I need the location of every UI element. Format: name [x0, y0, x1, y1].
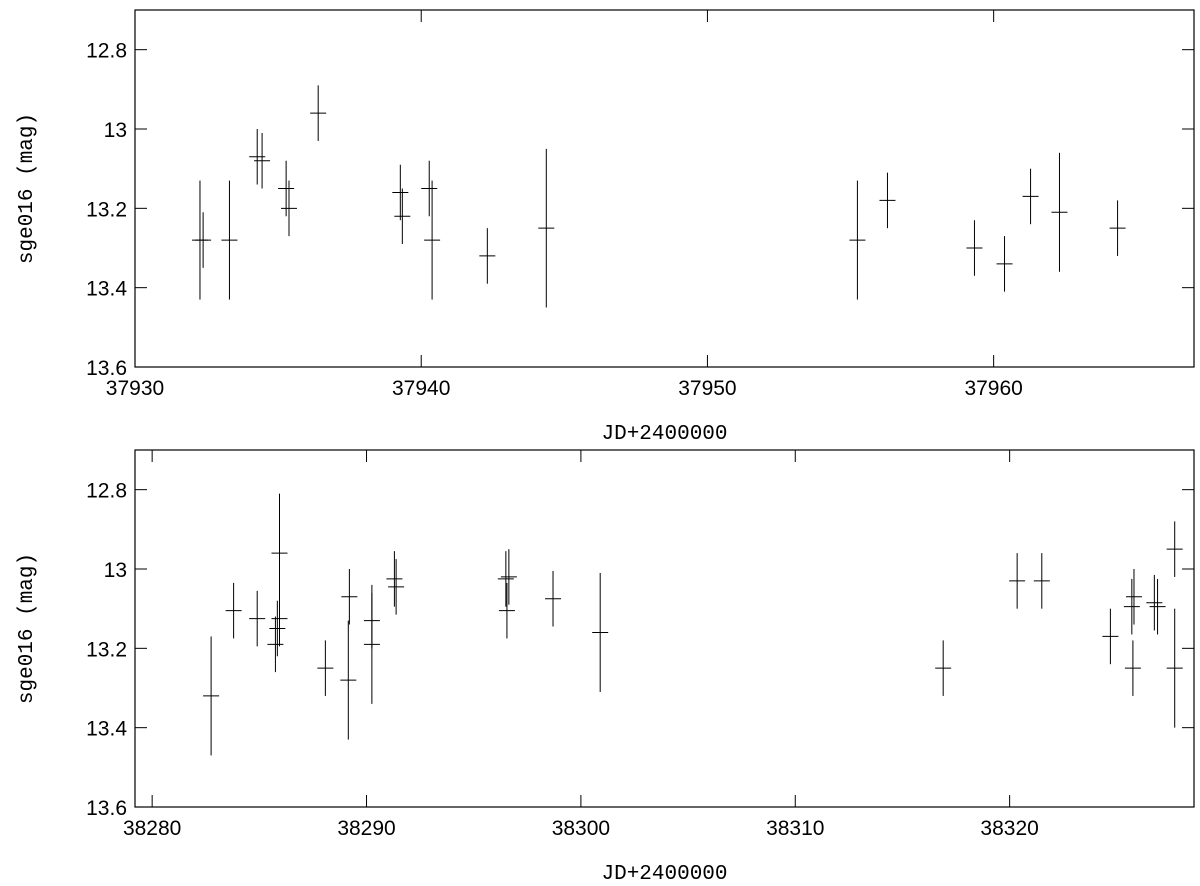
- x-tick-label: 37930: [106, 377, 164, 400]
- x-tick-label: 37960: [964, 377, 1022, 400]
- y-tick-label: 13.2: [86, 198, 127, 221]
- y-tick-label: 13: [104, 119, 127, 142]
- plot-frame: [134, 449, 1195, 808]
- y-axis-label: sge016 (mag): [16, 113, 39, 264]
- x-axis-label: JD+2400000: [601, 863, 727, 881]
- y-tick-label: 13: [104, 559, 127, 582]
- x-tick-label: 37940: [392, 377, 450, 400]
- y-tick-label: 13.6: [86, 797, 127, 820]
- x-tick-label: 38300: [552, 817, 610, 840]
- y-tick-label: 13.4: [86, 278, 127, 301]
- y-tick-label: 13.2: [86, 638, 127, 661]
- y-tick-label: 13.6: [86, 357, 127, 380]
- x-tick-label: 38320: [980, 817, 1038, 840]
- x-tick-label: 38310: [766, 817, 824, 840]
- x-tick-label: 38280: [123, 817, 181, 840]
- x-tick-label: 38290: [337, 817, 395, 840]
- x-axis-label: JD+2400000: [601, 423, 727, 446]
- y-tick-label: 12.8: [86, 40, 127, 63]
- y-tick-label: 13.4: [86, 718, 127, 741]
- y-axis-label: sge016 (mag): [16, 553, 39, 704]
- x-tick-label: 37950: [678, 377, 736, 400]
- plot-frame: [134, 9, 1195, 368]
- y-tick-label: 12.8: [86, 480, 127, 503]
